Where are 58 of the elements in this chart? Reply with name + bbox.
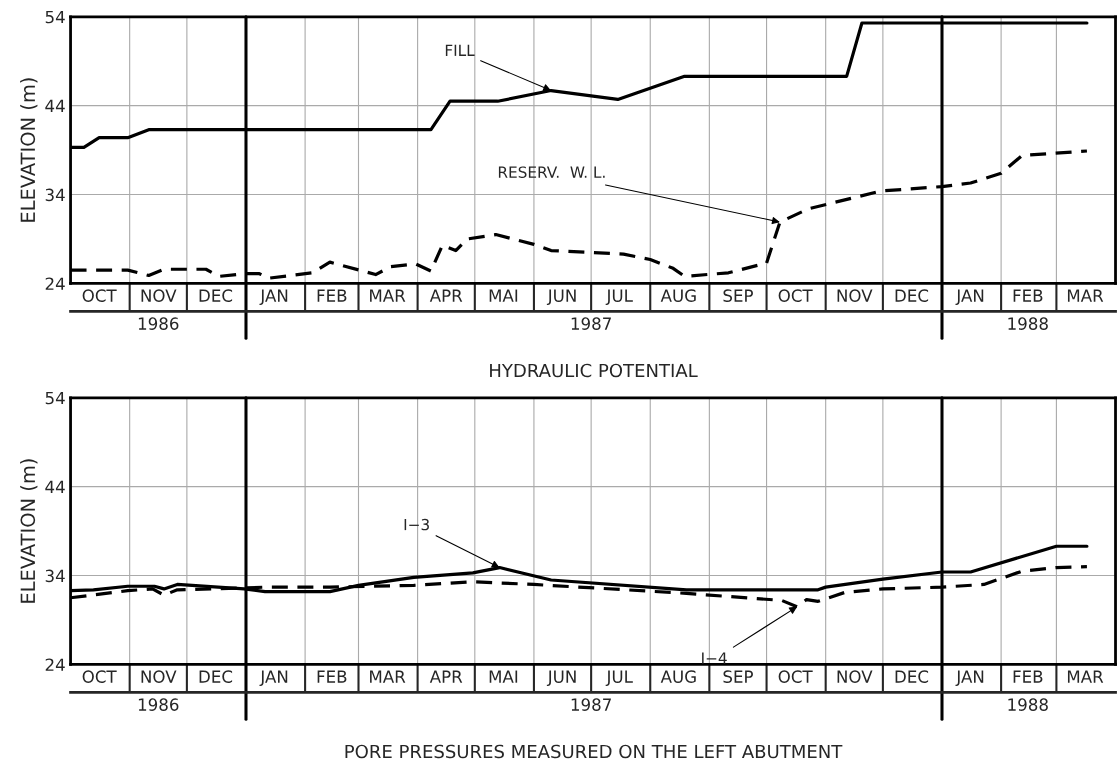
annotation: I−3: [404, 518, 429, 531]
x-tick-label: DEC: [895, 289, 929, 302]
x-tick-label: OCT: [82, 289, 117, 302]
x2-tick-label: 1986: [138, 317, 179, 330]
x-tick-label: JAN: [259, 289, 288, 306]
y-axis-title: ELEVATION (m): [20, 459, 38, 603]
x-tick-label: NOV: [141, 289, 177, 302]
x-tick-label: DEC: [895, 670, 929, 683]
y-tick-label: 54: [45, 391, 65, 405]
x-tick-label: DEC: [199, 289, 233, 302]
x-tick-label: JUL: [605, 670, 633, 687]
x-tick-label: FEB: [1013, 289, 1043, 302]
x-axis-title: HYDRAULIC POTENTIAL: [490, 363, 698, 378]
x-tick-label: FEB: [317, 670, 347, 683]
x-tick-label: MAI: [489, 289, 518, 302]
x-tick-label: JUN: [546, 670, 576, 687]
x-tick-label: FEB: [317, 289, 347, 302]
x-tick-label: JAN: [259, 670, 288, 687]
x2-tick-label: 1986: [138, 698, 179, 711]
x-tick-label: AUG: [660, 670, 696, 683]
x-axis-title: PORE PRESSURES MEASURED ON THE LEFT ABUTMENT: [345, 744, 843, 759]
x-tick-label: OCT: [778, 670, 813, 683]
x-tick-label: NOV: [141, 670, 177, 683]
x-tick-label: JUN: [546, 289, 576, 306]
x-tick-label: NOV: [837, 289, 873, 302]
x-tick-label: NOV: [837, 670, 873, 683]
x-tick-label: OCT: [82, 670, 117, 683]
x-tick-label: SEP: [723, 289, 753, 302]
x-tick-label: SEP: [723, 670, 753, 683]
x-tick-label: DEC: [199, 670, 233, 683]
x-tick-label: JAN: [955, 289, 984, 306]
y-tick-label: 34: [45, 188, 65, 202]
x2-tick-label: 1988: [1008, 317, 1048, 330]
annotation: RESERV. W. L.: [498, 166, 605, 178]
y-tick-label: 24: [45, 658, 65, 671]
x-tick-label: MAR: [370, 670, 406, 683]
annotation: I−4: [702, 652, 727, 664]
x-tick-label: MAR: [1067, 289, 1104, 302]
x-tick-label: AUG: [660, 289, 696, 302]
y-tick-label: 44: [45, 480, 65, 493]
x-tick-label: FEB: [1013, 670, 1043, 683]
x-tick-label: APR: [429, 289, 463, 302]
y-tick-label: 44: [45, 99, 65, 112]
x2-tick-label: 1988: [1008, 698, 1048, 711]
x-tick-label: MAR: [370, 289, 406, 302]
y-tick-label: 34: [45, 569, 65, 583]
x2-tick-label: 1987: [571, 317, 611, 330]
x2-tick-label: 1987: [571, 698, 611, 711]
annotation: FILL: [445, 44, 475, 56]
x-tick-label: MAR: [1067, 670, 1104, 683]
y-tick-label: 24: [45, 277, 65, 290]
x-tick-label: APR: [429, 670, 463, 683]
x-tick-label: JUL: [605, 289, 633, 306]
x-tick-label: JAN: [955, 670, 984, 687]
x-tick-label: OCT: [778, 289, 813, 302]
x-tick-label: MAI: [489, 670, 518, 683]
y-tick-label: 54: [45, 10, 65, 24]
y-axis-title: ELEVATION (m): [20, 78, 38, 222]
